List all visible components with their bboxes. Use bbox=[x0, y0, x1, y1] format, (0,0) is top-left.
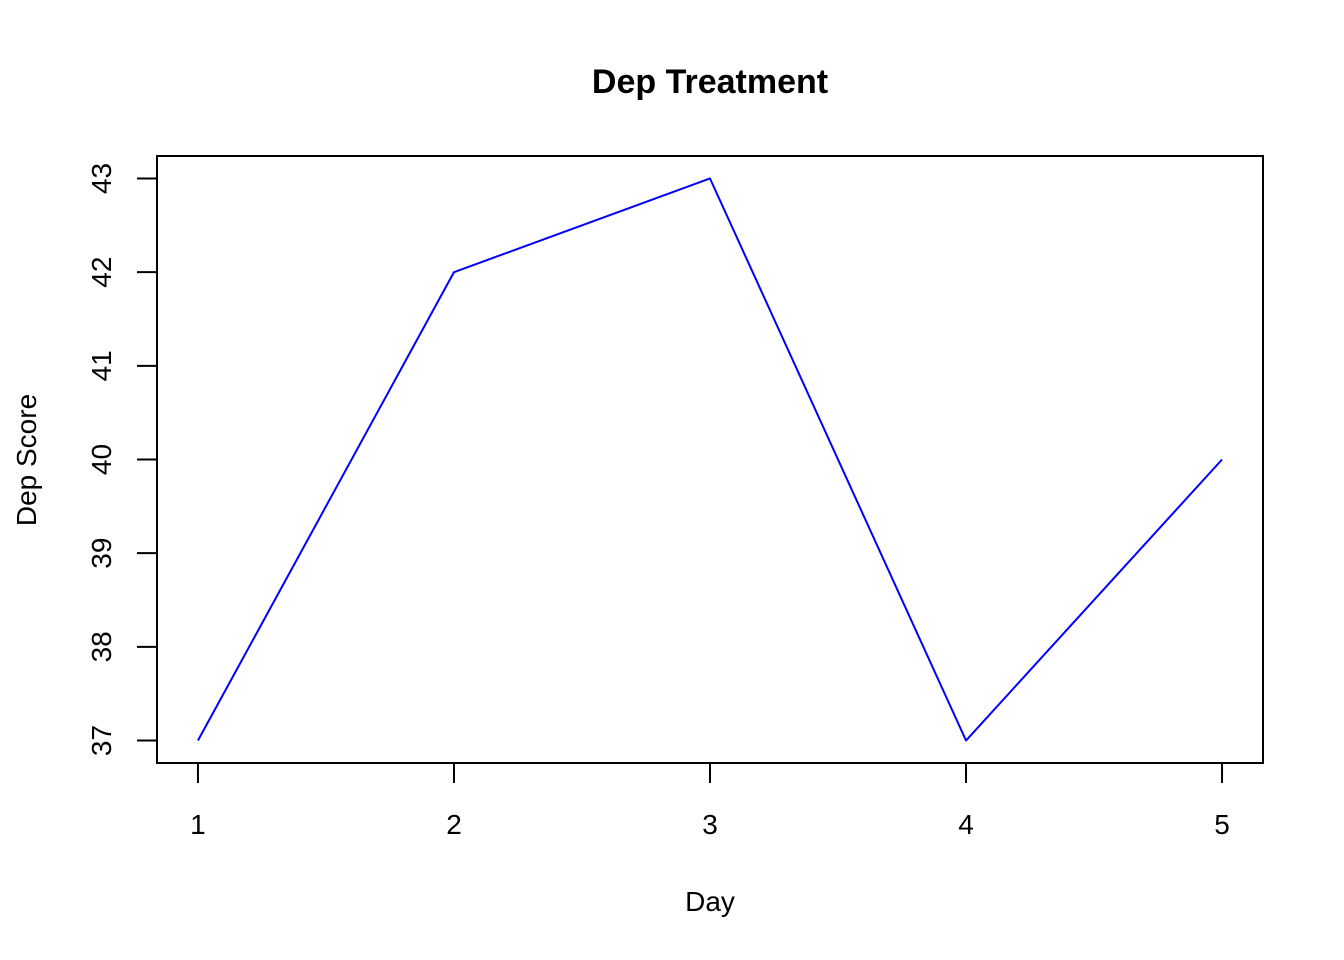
series-layer bbox=[197, 177, 1223, 742]
y-tick-label: 37 bbox=[86, 725, 117, 756]
y-tick-label: 41 bbox=[86, 350, 117, 381]
x-tick-label: 1 bbox=[190, 809, 206, 840]
y-tick-label: 39 bbox=[86, 538, 117, 569]
series-line bbox=[197, 177, 1223, 742]
x-tick-label: 5 bbox=[1214, 809, 1230, 840]
y-tick-label: 43 bbox=[86, 163, 117, 194]
y-tick-label: 38 bbox=[86, 631, 117, 662]
x-axis: 1 2 3 4 5 bbox=[190, 762, 1230, 840]
y-axis-label: Dep Score bbox=[11, 394, 42, 526]
plot-frame bbox=[156, 155, 1264, 764]
y-axis: 37 38 39 40 41 42 43 bbox=[86, 163, 158, 756]
x-tick-label: 3 bbox=[702, 809, 718, 840]
x-tick-label: 2 bbox=[446, 809, 462, 840]
chart-title: Dep Treatment bbox=[592, 63, 828, 101]
x-tick-label: 4 bbox=[958, 809, 974, 840]
y-tick-label: 42 bbox=[86, 257, 117, 288]
x-axis-label: Day bbox=[685, 886, 735, 917]
y-tick-label: 40 bbox=[86, 444, 117, 475]
